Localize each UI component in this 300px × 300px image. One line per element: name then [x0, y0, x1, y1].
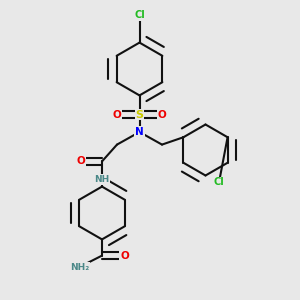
Text: O: O	[158, 110, 166, 120]
Text: S: S	[136, 110, 143, 120]
Text: O: O	[112, 110, 122, 120]
Text: O: O	[76, 156, 85, 167]
Text: O: O	[120, 250, 129, 261]
Text: NH₂: NH₂	[70, 262, 89, 272]
Text: Cl: Cl	[214, 177, 224, 188]
Text: Cl: Cl	[134, 10, 145, 20]
Text: N: N	[135, 127, 144, 137]
Text: NH: NH	[94, 175, 110, 184]
